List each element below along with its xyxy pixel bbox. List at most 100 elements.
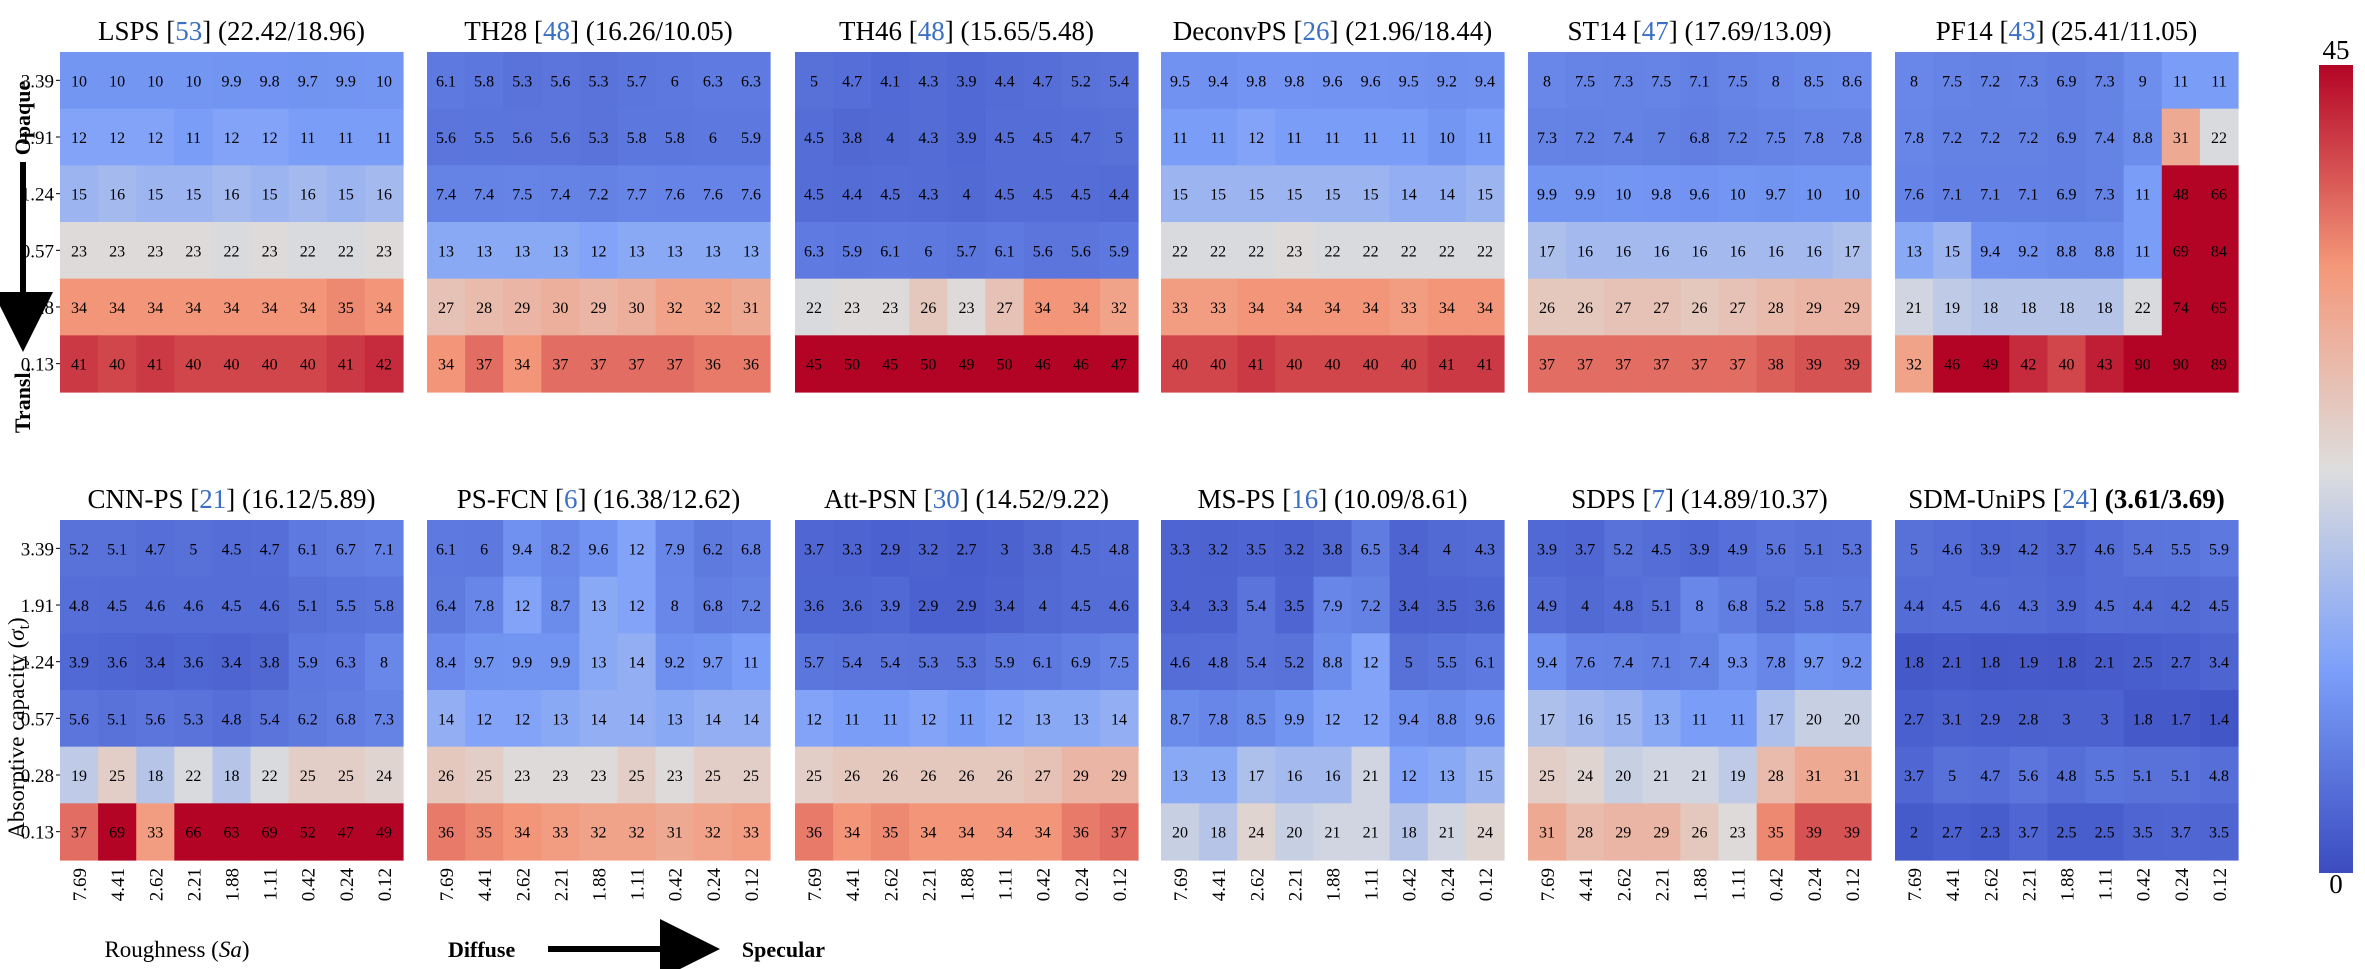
cell-value-label: 34 [959, 825, 975, 842]
heatmap-cell [465, 52, 504, 110]
heatmap-cell [326, 165, 366, 223]
cell-value-label: 52 [300, 825, 316, 842]
heatmap-cell [1313, 633, 1353, 691]
heatmap-cell [2085, 803, 2125, 861]
cell-value-label: 4.7 [1980, 768, 2000, 785]
heatmap-cell [1427, 576, 1467, 634]
cell-value-label: 49 [959, 357, 975, 374]
cell-value-label: 8.4 [436, 655, 456, 672]
cell-value-label: 34 [1477, 300, 1493, 317]
heatmap-cell [1756, 222, 1796, 280]
heatmap-cell [1023, 520, 1063, 578]
heatmap-cell [1061, 278, 1101, 336]
heatmap-cell [1971, 520, 2010, 578]
heatmap-cell [2009, 520, 2049, 578]
heatmap-cell [947, 222, 987, 280]
cell-value-label: 2.7 [1904, 711, 1924, 728]
cell-value-label: 21 [1692, 768, 1708, 785]
heatmap-cell [1061, 52, 1101, 110]
heatmap-cell [1465, 335, 1505, 393]
y-tick-label: 1.24 [21, 185, 55, 206]
heatmap-cell [2009, 746, 2049, 804]
heatmap-cell [655, 576, 695, 634]
cell-value-label: 34 [1035, 300, 1051, 317]
cell-value-label: 5 [1115, 130, 1123, 147]
cell-value-label: 26 [1577, 300, 1593, 317]
heatmap-cell [1099, 108, 1139, 166]
cell-value-label: 14 [1111, 711, 1127, 728]
cell-value-label: 3.5 [1437, 598, 1457, 615]
cell-value-label: 29 [1111, 768, 1127, 785]
heatmap-cell [1718, 690, 1758, 748]
cell-value-label: 5.8 [474, 73, 494, 90]
heatmap-cell [2199, 52, 2239, 110]
cell-value-label: 46 [1073, 357, 1089, 374]
heatmap-cell [731, 576, 771, 634]
cell-value-label: 5.1 [1804, 541, 1824, 558]
heatmap-cell [833, 576, 872, 634]
heatmap-cell [1971, 222, 2010, 280]
cell-value-label: 24 [376, 768, 392, 785]
heatmap-cell [1566, 165, 1605, 223]
cell-value-label: 7.2 [589, 187, 609, 204]
heatmap-cell [288, 165, 328, 223]
colorbar: 45 0 [2319, 35, 2353, 899]
heatmap-cell [1756, 278, 1796, 336]
cell-value-label: 34 [224, 300, 240, 317]
cell-value-label: 3.6 [804, 598, 824, 615]
cell-value-label: 37 [1539, 357, 1555, 374]
heatmap-cell [1061, 576, 1101, 634]
cell-value-label: 5.6 [1071, 243, 1091, 260]
heatmap-cell [871, 108, 910, 166]
cell-value-label: 7.7 [627, 187, 647, 204]
heatmap-cell [1199, 278, 1238, 336]
heatmap-cell [212, 803, 252, 861]
heatmap-cell [1971, 690, 2010, 748]
cell-value-label: 49 [376, 825, 392, 842]
cell-value-label: 23 [376, 243, 392, 260]
cell-value-label: 13 [1210, 768, 1226, 785]
heatmap-cell [1389, 165, 1429, 223]
heatmap-cell [136, 520, 175, 578]
cell-value-label: 12 [629, 598, 645, 615]
cell-value-label: 4.2 [2171, 598, 2191, 615]
heatmap-cell [1351, 746, 1391, 804]
heatmap-cell [795, 165, 834, 223]
panel-title: PS-FCN [6] (16.38/12.62) [457, 484, 741, 514]
heatmap-cell [1895, 520, 1934, 578]
cell-value-label: 3.3 [842, 541, 862, 558]
cell-value-label: 14 [1401, 187, 1417, 204]
cell-value-label: 29 [591, 300, 607, 317]
cell-value-label: 10 [1615, 187, 1631, 204]
heatmap-cell [288, 222, 328, 280]
heatmap-cell [2085, 746, 2125, 804]
heatmap-cell [1794, 633, 1834, 691]
cell-value-label: 16 [376, 187, 392, 204]
heatmap-cell [2085, 165, 2125, 223]
cell-value-label: 15 [1944, 243, 1960, 260]
cell-value-label: 8.5 [1804, 73, 1824, 90]
heatmap-cell [136, 222, 175, 280]
cell-value-label: 11 [2173, 73, 2188, 90]
heatmap-cell [795, 278, 834, 336]
heatmap-cell [617, 690, 657, 748]
cell-value-label: 15 [185, 187, 201, 204]
cell-value-label: 22 [300, 243, 316, 260]
heatmap-cell [655, 746, 695, 804]
heatmap-cell [2047, 746, 2087, 804]
heatmap-cell [2161, 52, 2201, 110]
y-tick-label: 1.91 [21, 596, 54, 617]
heatmap-cell [795, 52, 834, 110]
cell-value-label: 11 [883, 711, 898, 728]
cell-value-label: 40 [1363, 357, 1379, 374]
heatmap-cell [1642, 222, 1682, 280]
cell-value-label: 3.2 [1208, 541, 1228, 558]
heatmap-cell [1566, 520, 1605, 578]
heatmap-cell [1971, 576, 2010, 634]
x-tick-label: 2.62 [146, 868, 167, 901]
heatmap-cell [1161, 222, 1200, 280]
heatmap-cell [1642, 278, 1682, 336]
cell-value-label: 22 [262, 768, 278, 785]
heatmap-cell [465, 278, 504, 336]
heatmap-cell [2085, 108, 2125, 166]
